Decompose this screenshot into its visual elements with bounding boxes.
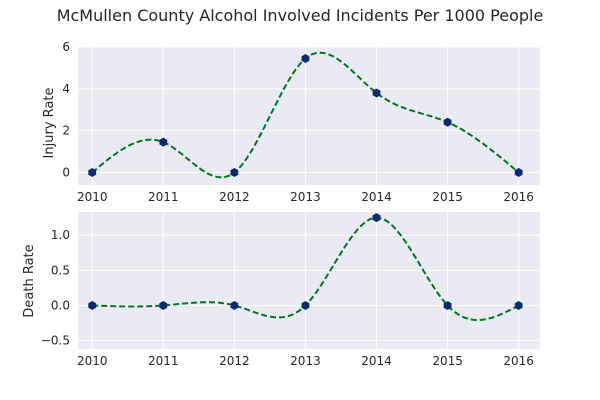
data-point-marker bbox=[443, 300, 452, 310]
y-tick-labels: 1.0 0.5 0.0 −0.5 bbox=[41, 228, 70, 347]
data-point-marker bbox=[230, 167, 239, 177]
injury-rate-panel: 2010 2011 2012 2013 2014 2015 2016 0 2 4 6 Injury… bbox=[42, 40, 540, 204]
y-axis-label: Injury Rate bbox=[42, 88, 57, 159]
data-point-marker bbox=[372, 213, 381, 223]
x-tick-label: 2011 bbox=[148, 354, 179, 368]
injury-rate-markers bbox=[88, 54, 523, 177]
x-tick-labels: 2010 2011 2012 2013 2014 2015 2016 bbox=[77, 354, 534, 368]
y-tick-label: 6 bbox=[62, 40, 70, 54]
death-rate-panel: 2010 2011 2012 2013 2014 2015 2016 1.0 0.5 0.0 −0… bbox=[22, 212, 540, 368]
data-point-marker bbox=[159, 137, 168, 147]
x-tick-labels: 2010 2011 2012 2013 2014 2015 2016 bbox=[77, 190, 534, 204]
data-point-marker bbox=[514, 300, 523, 310]
data-point-marker bbox=[301, 54, 310, 63]
y-tick-label: 4 bbox=[62, 82, 70, 96]
y-tick-label: 0.0 bbox=[51, 298, 70, 312]
x-tick-label: 2010 bbox=[77, 354, 108, 368]
x-tick-label: 2014 bbox=[361, 190, 392, 204]
y-tick-labels: 0 2 4 6 bbox=[62, 40, 70, 179]
plot-background bbox=[78, 47, 540, 185]
x-tick-label: 2011 bbox=[148, 190, 179, 204]
plot-background bbox=[78, 212, 540, 349]
y-tick-label: 2 bbox=[62, 124, 70, 138]
data-point-marker bbox=[514, 167, 523, 177]
x-tick-label: 2015 bbox=[432, 354, 463, 368]
y-tick-label: −0.5 bbox=[41, 334, 70, 348]
data-point-marker bbox=[88, 167, 97, 177]
data-point-marker bbox=[230, 300, 239, 310]
x-tick-label: 2016 bbox=[503, 190, 534, 204]
x-tick-label: 2012 bbox=[219, 190, 250, 204]
data-point-marker bbox=[372, 88, 381, 98]
y-tick-label: 1.0 bbox=[51, 228, 70, 242]
x-tick-label: 2013 bbox=[290, 354, 321, 368]
data-point-marker bbox=[88, 300, 97, 310]
data-point-marker bbox=[301, 300, 310, 310]
x-tick-label: 2015 bbox=[432, 190, 463, 204]
data-point-marker bbox=[159, 300, 168, 310]
y-tick-label: 0.5 bbox=[51, 263, 70, 277]
death-rate-markers bbox=[88, 213, 523, 310]
x-tick-label: 2010 bbox=[77, 190, 108, 204]
chart-title: McMullen County Alcohol Involved Inciden… bbox=[57, 6, 544, 25]
data-point-marker bbox=[443, 117, 452, 127]
y-tick-label: 0 bbox=[62, 165, 70, 179]
y-axis-label: Death Rate bbox=[22, 244, 37, 317]
x-tick-label: 2012 bbox=[219, 354, 250, 368]
x-tick-label: 2013 bbox=[290, 190, 321, 204]
x-tick-label: 2016 bbox=[503, 354, 534, 368]
x-tick-label: 2014 bbox=[361, 354, 392, 368]
